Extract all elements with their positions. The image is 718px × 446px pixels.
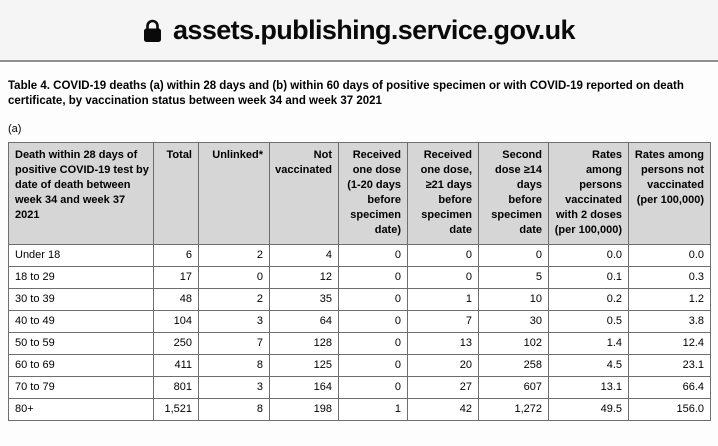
value-cell: 0 — [338, 288, 408, 311]
value-cell: 35 — [269, 288, 339, 311]
table-row: 30 to 39 48 2 35 0 1 10 0.2 1.2 — [8, 288, 711, 311]
value-cell: 1 — [407, 288, 479, 311]
value-cell: 0.5 — [548, 310, 629, 333]
value-cell: 0 — [338, 266, 408, 289]
value-cell: 0.1 — [548, 266, 629, 289]
value-cell: 164 — [269, 376, 339, 399]
value-cell: 250 — [153, 332, 199, 355]
table-row: 80+ 1,521 8 198 1 42 1,272 49.5 156.0 — [8, 398, 711, 421]
value-cell: 4 — [269, 244, 339, 267]
value-cell: 20 — [407, 354, 479, 377]
value-cell: 4.5 — [548, 354, 629, 377]
value-cell: 23.1 — [628, 354, 711, 377]
value-cell: 17 — [153, 266, 199, 289]
age-group-cell: Under 18 — [8, 244, 154, 267]
value-cell: 102 — [478, 332, 549, 355]
table-row: 40 to 49 104 3 64 0 7 30 0.5 3.8 — [8, 310, 711, 333]
value-cell: 1 — [338, 398, 408, 421]
table-header: Death within 28 days of positive COVID-1… — [8, 142, 711, 245]
value-cell: 411 — [153, 354, 199, 377]
lock-icon — [143, 19, 162, 43]
value-cell: 5 — [478, 266, 549, 289]
age-group-cell: 50 to 59 — [8, 332, 154, 355]
value-cell: 607 — [478, 376, 549, 399]
value-cell: 1.2 — [628, 288, 711, 311]
value-cell: 0 — [407, 244, 479, 267]
value-cell: 0 — [478, 244, 549, 267]
value-cell: 64 — [269, 310, 339, 333]
value-cell: 10 — [478, 288, 549, 311]
section-label: (a) — [8, 123, 22, 135]
age-group-cell: 70 to 79 — [8, 376, 154, 399]
browser-url-bar[interactable]: assets.publishing.service.gov.uk — [0, 0, 718, 62]
value-cell: 6 — [153, 244, 199, 267]
value-cell: 801 — [153, 376, 199, 399]
column-header: Death within 28 days of positive COVID-1… — [8, 142, 154, 245]
header-row: Death within 28 days of positive COVID-1… — [8, 142, 711, 245]
data-table: Death within 28 days of positive COVID-1… — [8, 142, 711, 421]
value-cell: 0 — [338, 376, 408, 399]
value-cell: 128 — [269, 332, 339, 355]
value-cell: 8 — [198, 398, 270, 421]
value-cell: 27 — [407, 376, 479, 399]
age-group-cell: 40 to 49 — [8, 310, 154, 333]
table-body: Under 18 6 2 4 0 0 0 0.0 0.0 18 to 29 17 0 12 0 0 5 0.1 0… — [8, 244, 711, 421]
column-header: Rates among persons vaccinated with 2 do… — [548, 142, 629, 245]
value-cell: 0.2 — [548, 288, 629, 311]
value-cell: 1.4 — [548, 332, 629, 355]
value-cell: 104 — [153, 310, 199, 333]
value-cell: 12 — [269, 266, 339, 289]
value-cell: 49.5 — [548, 398, 629, 421]
value-cell: 3.8 — [628, 310, 711, 333]
column-header: Not vaccinated — [269, 142, 339, 245]
url-text[interactable]: assets.publishing.service.gov.uk — [173, 14, 576, 45]
value-cell: 7 — [407, 310, 479, 333]
age-group-cell: 18 to 29 — [8, 266, 154, 289]
value-cell: 13.1 — [548, 376, 629, 399]
value-cell: 198 — [269, 398, 339, 421]
value-cell: 8 — [198, 354, 270, 377]
value-cell: 156.0 — [628, 398, 711, 421]
table-row: 18 to 29 17 0 12 0 0 5 0.1 0.3 — [8, 266, 711, 289]
column-header: Second dose ≥14 days before specimen dat… — [478, 142, 549, 245]
value-cell: 0 — [338, 244, 408, 267]
value-cell: 0 — [338, 310, 408, 333]
value-cell: 12.4 — [628, 332, 711, 355]
value-cell: 0 — [407, 266, 479, 289]
value-cell: 7 — [198, 332, 270, 355]
value-cell: 0 — [198, 266, 270, 289]
age-group-cell: 30 to 39 — [8, 288, 154, 311]
value-cell: 258 — [478, 354, 549, 377]
table-title: Table 4. COVID-19 deaths (a) within 28 d… — [8, 80, 684, 107]
value-cell: 3 — [198, 310, 270, 333]
value-cell: 1,272 — [478, 398, 549, 421]
value-cell: 30 — [478, 310, 549, 333]
table-row: Under 18 6 2 4 0 0 0 0.0 0.0 — [8, 244, 711, 267]
table-row: 70 to 79 801 3 164 0 27 607 13.1 66.4 — [8, 376, 711, 399]
age-group-cell: 80+ — [8, 398, 154, 421]
document-body: Table 4. COVID-19 deaths (a) within 28 d… — [0, 62, 718, 421]
column-header: Total — [153, 142, 199, 245]
value-cell: 13 — [407, 332, 479, 355]
value-cell: 42 — [407, 398, 479, 421]
value-cell: 0 — [338, 332, 408, 355]
value-cell: 66.4 — [628, 376, 711, 399]
table-row: 50 to 59 250 7 128 0 13 102 1.4 12.4 — [8, 332, 711, 355]
column-header: Received one dose, ≥21 days before speci… — [407, 142, 479, 245]
value-cell: 2 — [198, 288, 270, 311]
value-cell: 48 — [153, 288, 199, 311]
value-cell: 0 — [338, 354, 408, 377]
value-cell: 0.0 — [628, 244, 711, 267]
age-group-cell: 60 to 69 — [8, 354, 154, 377]
value-cell: 125 — [269, 354, 339, 377]
value-cell: 3 — [198, 376, 270, 399]
value-cell: 2 — [198, 244, 270, 267]
value-cell: 1,521 — [153, 398, 199, 421]
column-header: Rates among persons not vaccinated (per … — [628, 142, 711, 245]
column-header: Unlinked* — [198, 142, 270, 245]
value-cell: 0.0 — [548, 244, 629, 267]
table-row: 60 to 69 411 8 125 0 20 258 4.5 23.1 — [8, 354, 711, 377]
value-cell: 0.3 — [628, 266, 711, 289]
column-header: Received one dose (1-20 days before spec… — [338, 142, 408, 245]
